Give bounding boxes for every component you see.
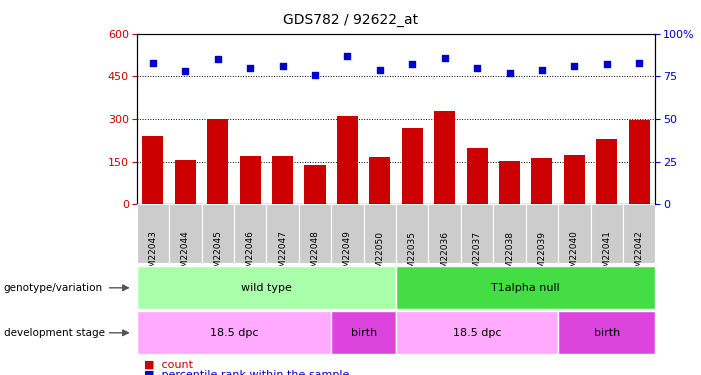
Bar <box>531 158 552 204</box>
Text: GSM22049: GSM22049 <box>343 231 352 279</box>
Point <box>342 53 353 59</box>
Point <box>179 68 191 74</box>
Bar <box>331 311 396 354</box>
Bar <box>396 266 655 309</box>
Bar <box>175 160 196 204</box>
Text: GSM22040: GSM22040 <box>570 231 579 279</box>
Point <box>309 72 320 78</box>
Bar <box>272 156 293 204</box>
Point <box>245 65 256 71</box>
Bar <box>304 165 325 204</box>
Bar <box>337 116 358 204</box>
Bar <box>461 204 494 262</box>
Bar <box>499 161 520 204</box>
Text: ■  count: ■ count <box>144 359 193 369</box>
Text: GSM22035: GSM22035 <box>408 231 417 279</box>
Bar <box>137 266 396 309</box>
Bar <box>597 139 618 204</box>
Point <box>472 65 483 71</box>
Text: birth: birth <box>350 328 376 338</box>
Bar <box>434 111 455 204</box>
Point <box>439 55 450 61</box>
Bar <box>590 204 623 262</box>
Bar <box>467 147 488 204</box>
Point <box>504 70 515 76</box>
Bar <box>623 204 655 262</box>
Text: development stage: development stage <box>4 328 104 338</box>
Text: T1alpha null: T1alpha null <box>491 283 560 293</box>
Bar <box>364 204 396 262</box>
Point <box>374 67 386 73</box>
Point <box>277 63 288 69</box>
Bar <box>629 120 650 204</box>
Bar <box>564 154 585 204</box>
Text: birth: birth <box>594 328 620 338</box>
Bar <box>137 204 169 262</box>
Text: GSM22037: GSM22037 <box>472 231 482 279</box>
Point <box>536 67 547 73</box>
Bar <box>526 204 558 262</box>
Text: GDS782 / 92622_at: GDS782 / 92622_at <box>283 13 418 27</box>
Text: GSM22041: GSM22041 <box>602 231 611 279</box>
Text: GSM22050: GSM22050 <box>375 231 384 279</box>
Point <box>569 63 580 69</box>
Bar <box>396 311 558 354</box>
Text: GSM22048: GSM22048 <box>311 231 320 279</box>
Bar <box>137 311 331 354</box>
Bar <box>558 311 655 354</box>
Bar <box>396 204 428 262</box>
Bar <box>369 157 390 204</box>
Bar <box>558 204 590 262</box>
Text: ■  percentile rank within the sample: ■ percentile rank within the sample <box>144 370 349 375</box>
Bar <box>402 128 423 204</box>
Point <box>212 56 224 62</box>
Bar <box>494 204 526 262</box>
Bar <box>207 119 229 204</box>
Bar <box>202 204 234 262</box>
Point <box>601 62 613 68</box>
Text: GSM22039: GSM22039 <box>538 231 547 279</box>
Text: GSM22045: GSM22045 <box>213 231 222 279</box>
Point <box>147 60 158 66</box>
Bar <box>331 204 364 262</box>
Bar <box>240 156 261 204</box>
Text: GSM22038: GSM22038 <box>505 231 514 279</box>
Text: genotype/variation: genotype/variation <box>4 283 102 293</box>
Text: GSM22047: GSM22047 <box>278 231 287 279</box>
Text: wild type: wild type <box>241 283 292 293</box>
Point <box>634 60 645 66</box>
Bar <box>142 136 163 204</box>
Text: GSM22043: GSM22043 <box>149 231 158 279</box>
Text: GSM22036: GSM22036 <box>440 231 449 279</box>
Point <box>407 62 418 68</box>
Text: 18.5 dpc: 18.5 dpc <box>453 328 501 338</box>
Bar <box>428 204 461 262</box>
Text: GSM22042: GSM22042 <box>634 231 644 279</box>
Bar <box>266 204 299 262</box>
Bar <box>234 204 266 262</box>
Text: GSM22044: GSM22044 <box>181 231 190 279</box>
Bar <box>169 204 202 262</box>
Text: 18.5 dpc: 18.5 dpc <box>210 328 258 338</box>
Bar <box>299 204 331 262</box>
Text: GSM22046: GSM22046 <box>245 231 254 279</box>
